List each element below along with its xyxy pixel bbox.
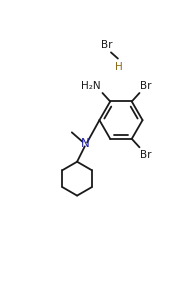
- Text: Br: Br: [101, 40, 113, 50]
- Text: H: H: [115, 62, 123, 72]
- Text: H₂N: H₂N: [81, 81, 101, 91]
- Text: Br: Br: [140, 81, 152, 91]
- Text: Br: Br: [140, 150, 152, 160]
- Text: N: N: [81, 137, 89, 150]
